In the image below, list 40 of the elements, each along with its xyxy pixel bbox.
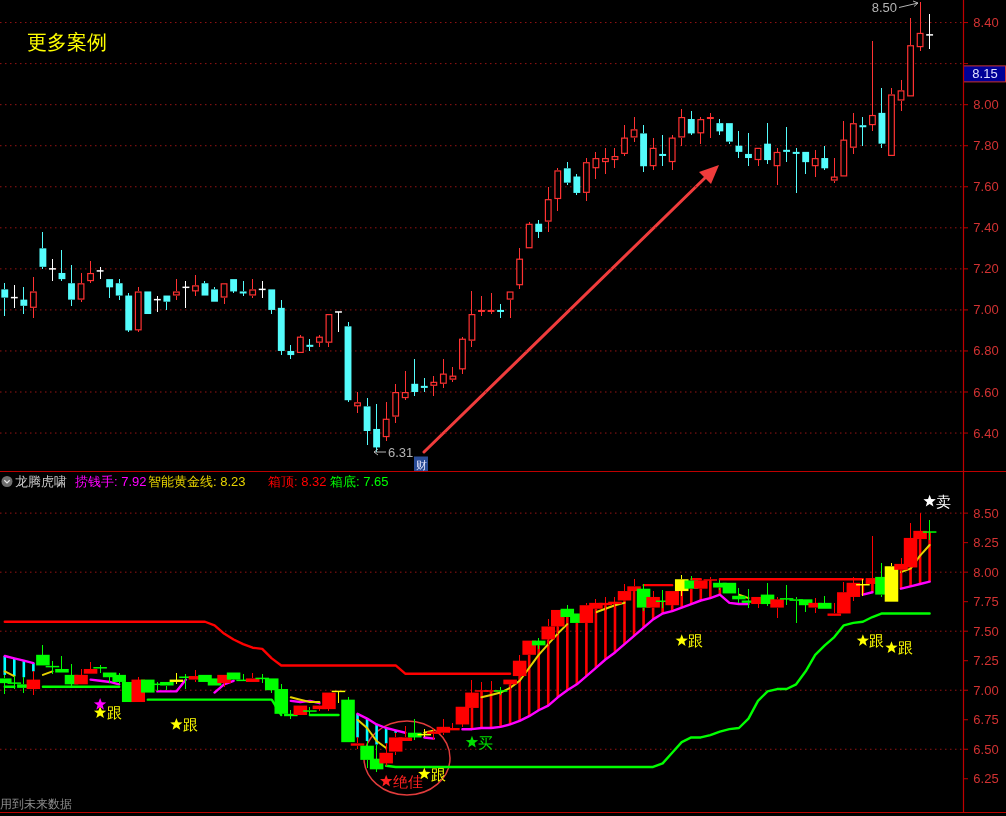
text: 箱底: 7.65 bbox=[330, 474, 389, 489]
data-label: 跟 bbox=[688, 632, 704, 650]
annotation: 8.50 bbox=[871, 0, 897, 15]
y-tick-label: 8.50 bbox=[973, 505, 999, 521]
y-tick-label: 6.75 bbox=[973, 712, 999, 728]
data-label: 跟 bbox=[897, 639, 913, 657]
y-tick-label: 7.40 bbox=[973, 220, 999, 236]
y-tick-label: 7.75 bbox=[973, 594, 999, 610]
data-label: 绝佳 bbox=[392, 772, 423, 790]
data-label: 跟 bbox=[869, 632, 885, 650]
text: 智能黄金线: 8.23 bbox=[148, 474, 246, 489]
y-tick-label: 6.25 bbox=[973, 771, 999, 787]
annotation: 8.15 bbox=[972, 66, 998, 82]
data-label: 跟 bbox=[182, 715, 198, 733]
y-tick-label: 7.80 bbox=[973, 138, 999, 154]
y-tick-label: 7.00 bbox=[973, 682, 999, 698]
text: 箱顶: 8.32 bbox=[268, 474, 327, 489]
text: 捞钱手: 7.92 bbox=[75, 474, 147, 489]
y-tick-label: 7.25 bbox=[973, 653, 999, 669]
y-tick-label: 8.00 bbox=[973, 97, 999, 113]
y-tick-label: 8.25 bbox=[973, 535, 999, 551]
y-tick-label: 7.00 bbox=[973, 302, 999, 318]
data-label: 跟 bbox=[430, 765, 446, 783]
y-tick-label: 7.60 bbox=[973, 179, 999, 195]
annotation: 更多案例 bbox=[27, 31, 107, 53]
y-tick-label: 6.80 bbox=[973, 343, 999, 359]
annotation: 财 bbox=[415, 458, 427, 471]
y-tick-label: 6.60 bbox=[973, 384, 999, 400]
annotation: 用到未来数据 bbox=[0, 797, 72, 811]
data-label: 卖 bbox=[936, 492, 952, 510]
y-tick-label: 6.50 bbox=[973, 741, 999, 757]
data-label: 买 bbox=[478, 733, 494, 751]
data-label: 跟 bbox=[106, 704, 122, 722]
chart-title: 龙腾虎啸 bbox=[15, 474, 67, 489]
annotation: 6.31 bbox=[388, 444, 414, 460]
y-tick-label: 8.40 bbox=[973, 15, 999, 31]
y-tick-label: 8.00 bbox=[973, 564, 999, 580]
y-tick-label: 7.20 bbox=[973, 261, 999, 277]
y-tick-label: 6.40 bbox=[973, 425, 999, 441]
y-tick-label: 7.50 bbox=[973, 623, 999, 639]
